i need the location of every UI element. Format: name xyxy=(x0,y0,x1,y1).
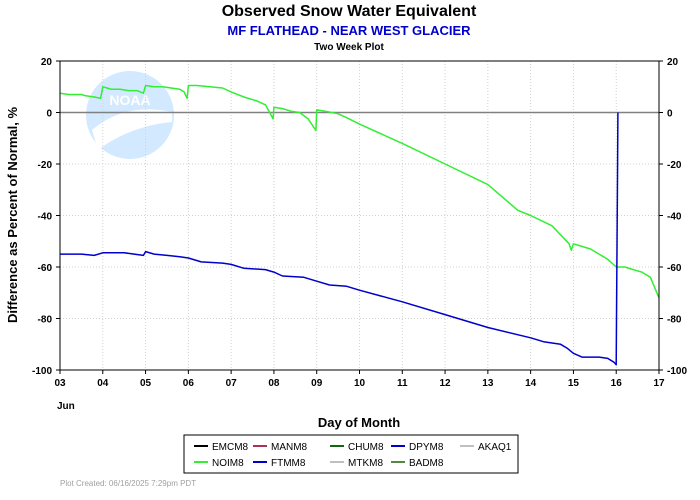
legend-label-emcm8: EMCM8 xyxy=(212,442,249,453)
legend-label-chum8: CHUM8 xyxy=(348,442,384,453)
x-tick-label: 14 xyxy=(525,378,537,389)
x-tick-label: 05 xyxy=(140,378,152,389)
chart-title: Observed Snow Water Equivalent xyxy=(222,3,477,20)
y-tick-label-right: -100 xyxy=(667,366,687,377)
series-line-noim8 xyxy=(59,84,660,299)
y-tick-label-left: -80 xyxy=(38,315,53,326)
y-tick-label-right: -80 xyxy=(667,315,682,326)
x-axis: 03 04 05 06 07 08 09 10 11 12 13 14 15 16 17 xyxy=(54,370,665,389)
series-line-ftmm8 xyxy=(60,112,619,366)
y-tick-label-right: -60 xyxy=(667,263,682,274)
y-tick-label-left: -20 xyxy=(38,160,53,171)
y-tick-label-left: -40 xyxy=(38,212,53,223)
x-tick-label: 04 xyxy=(97,378,109,389)
plot-created-footer: Plot Created: 06/16/2025 7:29pm PDT xyxy=(60,479,196,488)
x-tick-label: 17 xyxy=(653,378,665,389)
series-layer xyxy=(59,84,660,366)
legend-label-dpym8: DPYM8 xyxy=(409,442,444,453)
x-tick-label: 11 xyxy=(397,378,408,389)
legend-label-akaq1: AKAQ1 xyxy=(478,442,512,453)
y-axis-label: Difference as Percent of Normal, % xyxy=(5,107,20,323)
x-tick-label: 03 xyxy=(54,378,66,389)
legend-label-ftmm8: FTMM8 xyxy=(271,458,306,469)
noaa-logo-watermark: NOAA xyxy=(86,71,174,159)
chart-subtitle: MF FLATHEAD - NEAR WEST GLACIER xyxy=(227,23,471,38)
y-tick-label-right: -40 xyxy=(667,212,682,223)
legend-box xyxy=(183,434,519,474)
x-tick-label: 10 xyxy=(354,378,366,389)
x-tick-label: 09 xyxy=(311,378,323,389)
x-tick-label: 13 xyxy=(482,378,494,389)
legend-label-badm8: BADM8 xyxy=(409,458,444,469)
x-tick-label: 16 xyxy=(611,378,623,389)
legend: EMCM8 MANM8 CHUM8 DPYM8 AKAQ1 NOIM8 FTMM8 MTKM8… xyxy=(183,434,519,474)
y-tick-label-right: 20 xyxy=(667,57,679,68)
legend-label-mtkm8: MTKM8 xyxy=(348,458,383,469)
noaa-logo-text: NOAA xyxy=(109,92,150,108)
chart-caption: Two Week Plot xyxy=(314,42,384,53)
x-tick-label: 07 xyxy=(226,378,238,389)
x-axis-label: Day of Month xyxy=(318,415,400,430)
y-tick-label-right: -20 xyxy=(667,160,682,171)
y-tick-label-right: 0 xyxy=(667,109,673,120)
x-tick-label: 15 xyxy=(568,378,580,389)
y-tick-label-left: 0 xyxy=(46,109,52,120)
x-tick-label: 06 xyxy=(183,378,195,389)
x-tick-label: 12 xyxy=(440,378,452,389)
legend-label-noim8: NOIM8 xyxy=(212,458,244,469)
y-axis-left: 20 0 -20 -40 -60 -80 -100 xyxy=(32,57,60,377)
y-tick-label-left: 20 xyxy=(41,57,53,68)
x-month-label: Jun xyxy=(57,401,75,412)
y-tick-label-left: -60 xyxy=(38,263,53,274)
x-tick-label: 08 xyxy=(268,378,280,389)
legend-label-manm8: MANM8 xyxy=(271,442,308,453)
y-axis-right: 20 0 -20 -40 -60 -80 -100 xyxy=(659,57,687,377)
y-tick-label-left: -100 xyxy=(32,366,52,377)
